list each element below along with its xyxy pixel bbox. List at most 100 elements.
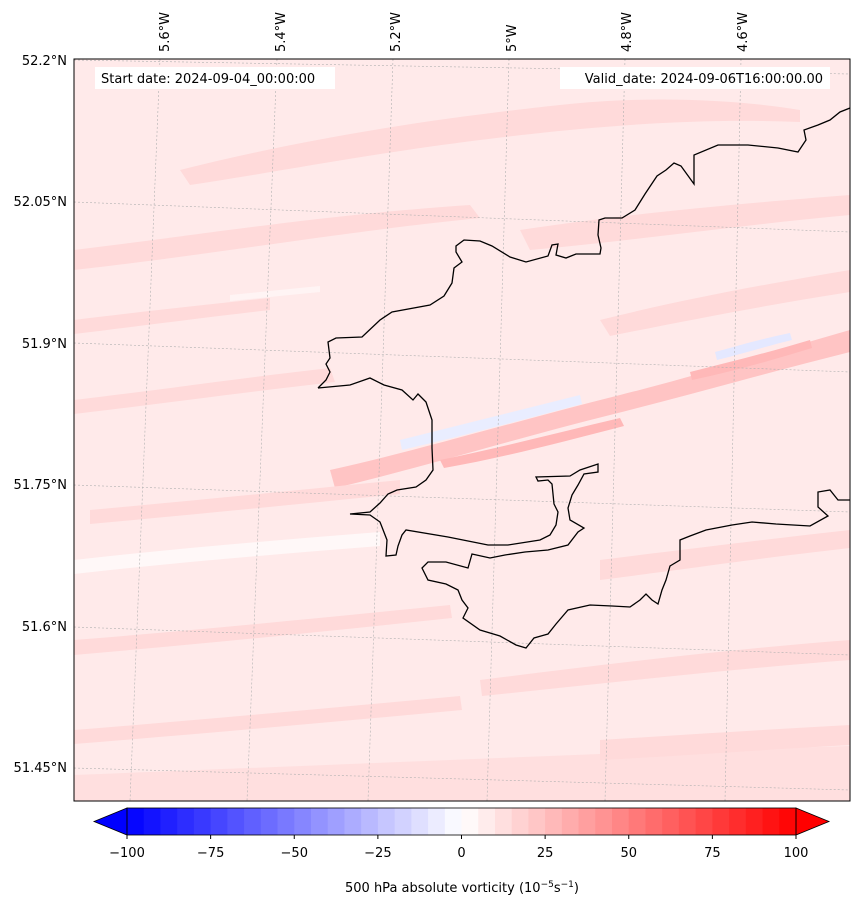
colorbar-ticks: −100 −75 −50 −25 0 25 50 75 100 <box>109 835 808 861</box>
colorbar-cell <box>277 808 295 835</box>
colorbar-tick-label: 0 <box>457 846 465 861</box>
colorbar-cell <box>260 808 279 835</box>
colorbar-cell <box>745 808 764 835</box>
colorbar-cell <box>344 808 362 835</box>
contour-band <box>74 605 452 655</box>
lon-label: 5°W <box>505 24 520 52</box>
start-date-label: Start date: 2024-09-04_00:00:00 <box>101 72 315 87</box>
lon-label: 4.6°W <box>736 12 751 52</box>
colorbar-title-exp2: −1 <box>561 880 574 890</box>
colorbar-cell <box>578 808 596 835</box>
valid-date-box: Valid_date: 2024-09-06T16:00:00.00 <box>560 67 830 89</box>
colorbar-title: 500 hPa absolute vorticity (10−5s−1) <box>345 880 579 896</box>
map-panel[interactable] <box>74 59 850 801</box>
contour-band <box>600 530 850 580</box>
colorbar-cell <box>595 808 613 835</box>
coastline-mid <box>317 377 850 649</box>
lon-label: 5.2°W <box>389 12 404 52</box>
lat-label: 51.6°N <box>22 620 67 635</box>
colorbar-cell <box>361 808 379 835</box>
colorbar-cell <box>177 808 195 835</box>
colorbar-cell <box>394 808 412 835</box>
contour-band <box>74 368 335 414</box>
colorbar-cell <box>127 808 145 835</box>
colorbar-cell <box>645 808 663 835</box>
lon-label: 4.8°W <box>620 12 635 52</box>
colorbar-cell <box>561 808 580 835</box>
vorticity-contours <box>74 99 850 801</box>
valid-date-label: Valid_date: 2024-09-06T16:00:00.00 <box>585 72 823 87</box>
colorbar-title-exp1: −5 <box>541 880 554 890</box>
colorbar-cell <box>695 808 713 835</box>
colorbar-title-end: ) <box>574 881 579 896</box>
colorbar-cell <box>511 808 530 835</box>
contour-band <box>90 480 400 524</box>
contour-band <box>480 640 850 696</box>
colorbar-cell <box>461 808 479 835</box>
colorbar-cell <box>678 808 697 835</box>
colorbar-extend-max <box>795 807 831 836</box>
lon-label: 5.4°W <box>274 12 289 52</box>
colorbar-cell <box>762 808 780 835</box>
colorbar-cell <box>244 808 262 835</box>
colorbar-cell <box>612 808 630 835</box>
colorbar-cell <box>210 808 228 835</box>
graticule <box>74 59 850 801</box>
colorbar-tick-label: −75 <box>197 846 224 861</box>
lat-label: 51.9°N <box>22 337 67 352</box>
colorbar-cell <box>779 808 797 835</box>
latitude-labels: 52.2°N 52.05°N 51.9°N 51.75°N 51.6°N 51.… <box>14 54 67 776</box>
contour-band <box>74 696 462 744</box>
colorbar-cell <box>411 808 429 835</box>
contour-band <box>600 270 850 336</box>
colorbar-cell <box>143 808 162 835</box>
colorbar-cell <box>294 808 312 835</box>
contour-band <box>520 195 850 250</box>
colorbar-tick-label: −100 <box>109 846 145 861</box>
longitude-labels: 5.6°W 5.4°W 5.2°W 5°W 4.8°W 4.6°W <box>158 12 751 52</box>
lat-label: 51.75°N <box>14 478 67 493</box>
lat-label: 51.45°N <box>14 761 67 776</box>
colorbar: −100 −75 −50 −25 0 25 50 75 100 500 hPa absolute… <box>92 807 831 896</box>
colorbar-cell <box>227 808 245 835</box>
coastline <box>317 107 850 649</box>
colorbar-cell <box>377 808 396 835</box>
colorbar-cell <box>528 808 546 835</box>
colorbar-tick-label: 100 <box>784 846 809 861</box>
colorbar-cell <box>628 808 647 835</box>
start-date-box: Start date: 2024-09-04_00:00:00 <box>95 67 335 89</box>
colorbar-cell <box>478 808 496 835</box>
contour-band <box>180 99 800 185</box>
lon-label: 5.6°W <box>158 12 173 52</box>
colorbar-cell <box>662 808 680 835</box>
contour-band <box>230 286 320 301</box>
contour-band <box>74 532 380 574</box>
colorbar-cell <box>444 808 463 835</box>
map-border <box>73 58 851 802</box>
contour-band <box>74 298 270 334</box>
colorbar-tick-label: −50 <box>281 846 308 861</box>
colorbar-cell <box>545 808 563 835</box>
colorbar-cell <box>428 808 446 835</box>
colorbar-extend-min <box>92 807 128 836</box>
contour-band <box>440 418 624 468</box>
lat-label: 52.2°N <box>22 54 67 69</box>
contour-band <box>715 333 792 360</box>
colorbar-cell <box>712 808 730 835</box>
colorbar-title-mid: s <box>554 881 561 896</box>
colorbar-cell <box>193 808 212 835</box>
coastline-north <box>317 107 850 389</box>
colorbar-cells <box>127 808 797 835</box>
contour-band <box>400 395 582 450</box>
contour-band <box>74 746 850 801</box>
colorbar-tick-label: 75 <box>704 846 721 861</box>
contour-band <box>74 205 480 270</box>
colorbar-cell <box>729 808 747 835</box>
colorbar-cell <box>327 808 346 835</box>
colorbar-title-main: 500 hPa absolute vorticity (10 <box>345 881 541 896</box>
colorbar-tick-label: 25 <box>537 846 554 861</box>
contour-band <box>600 725 850 760</box>
colorbar-cell <box>494 808 513 835</box>
colorbar-cell <box>160 808 178 835</box>
